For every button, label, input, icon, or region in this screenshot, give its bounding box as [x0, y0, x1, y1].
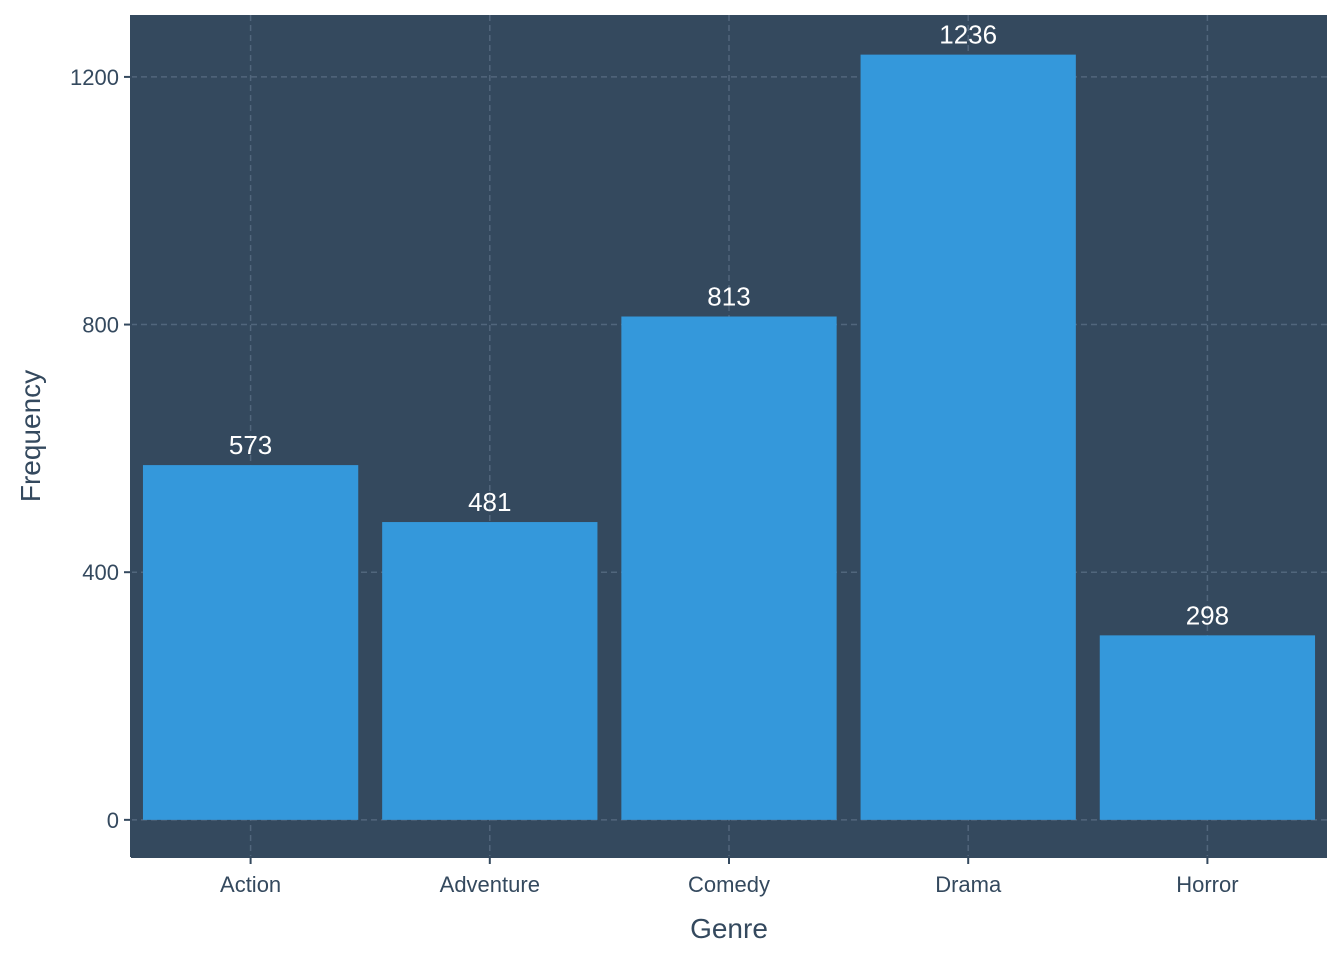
- bar-adventure: [382, 522, 598, 820]
- x-tick-label: Horror: [1176, 872, 1238, 897]
- y-tick-label: 400: [82, 560, 119, 585]
- data-label-drama: 1236: [939, 20, 997, 50]
- y-tick-label: 0: [107, 808, 119, 833]
- y-tick-label: 1200: [70, 65, 119, 90]
- bar-horror: [1099, 635, 1316, 820]
- data-label-action: 573: [229, 430, 272, 460]
- x-tick-label: Adventure: [440, 872, 540, 897]
- bar-drama: [860, 54, 1076, 820]
- data-label-adventure: 481: [468, 487, 511, 517]
- data-label-horror: 298: [1186, 600, 1229, 630]
- data-label-comedy: 813: [707, 282, 750, 312]
- bar-action: [142, 465, 359, 820]
- x-axis-title: Genre: [690, 913, 768, 944]
- data-labels: 573 481 813 1236 298: [229, 20, 1229, 631]
- y-axis-title: Frequency: [15, 370, 46, 502]
- x-tick-label: Action: [220, 872, 281, 897]
- bars: [142, 54, 1316, 820]
- y-tick-label: 800: [82, 313, 119, 338]
- axes: 0 400 800 1200 Action Adventure Comedy Drama Hor…: [70, 15, 1327, 897]
- x-tick-label: Comedy: [688, 872, 770, 897]
- bar-comedy: [621, 316, 837, 820]
- x-tick-label: Drama: [935, 872, 1002, 897]
